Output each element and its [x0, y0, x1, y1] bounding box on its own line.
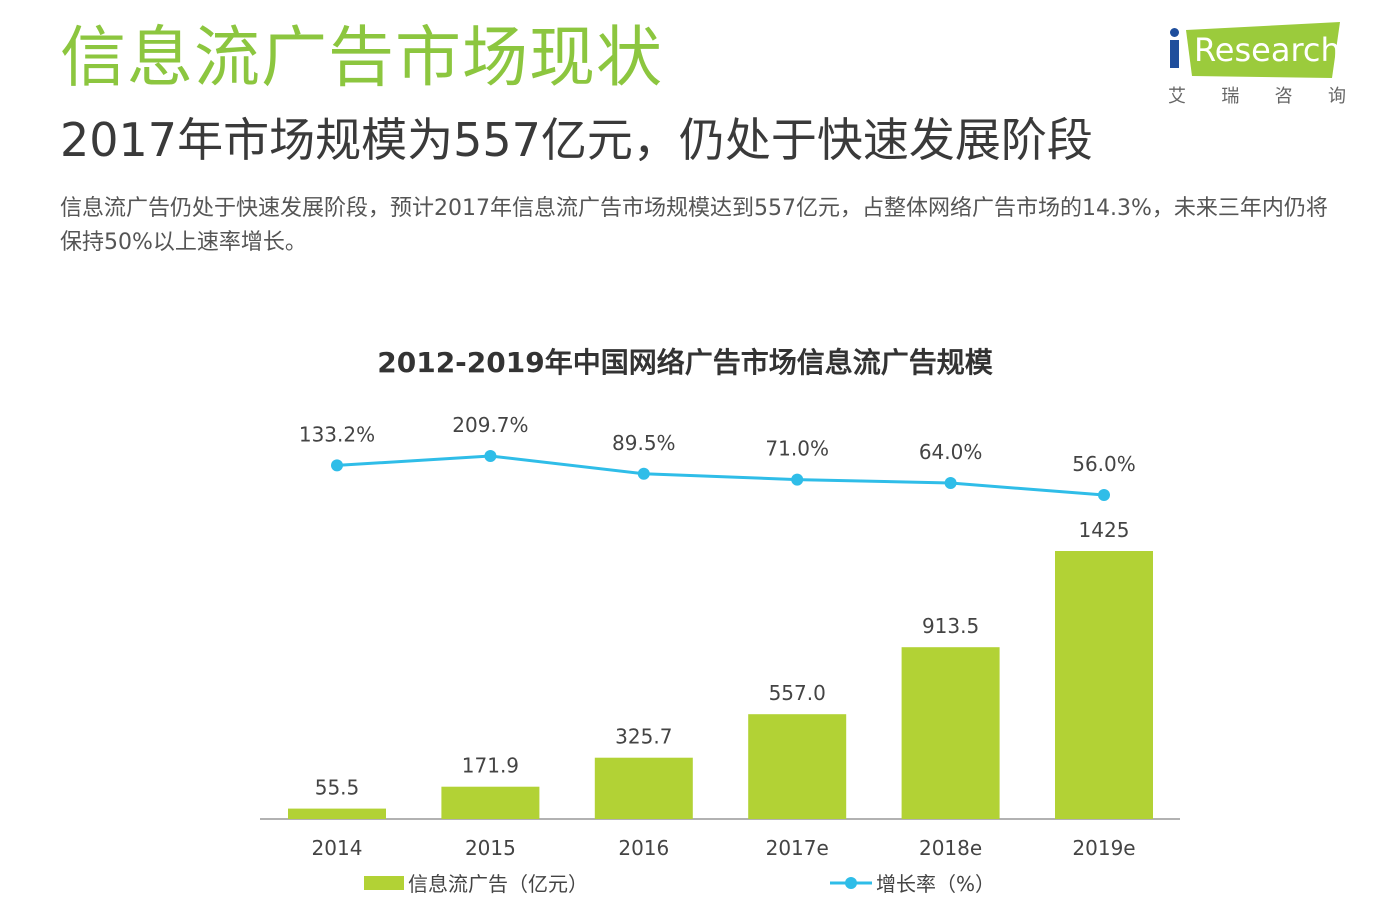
- growth-rate-point: [944, 477, 957, 489]
- logo-wordmark: Research: [1194, 31, 1341, 69]
- growth-rate-label: 56.0%: [1072, 452, 1136, 476]
- growth-rate-label: 133.2%: [299, 422, 375, 446]
- x-tick-label: 2016: [618, 836, 669, 860]
- bar-value-label: 325.7: [615, 725, 672, 749]
- logo-chinese-name: 艾 瑞 咨 询: [1168, 82, 1346, 108]
- chart-legend: 信息流广告（亿元） 增长率（%）: [364, 872, 995, 896]
- growth-rate-point: [1098, 489, 1110, 501]
- x-tick-label: 2017e: [766, 836, 829, 860]
- page-description: 信息流广告仍处于快速发展阶段，预计2017年信息流广告市场规模达到557亿元，占…: [60, 196, 1328, 255]
- growth-rate-label: 71.0%: [765, 437, 829, 461]
- page-title: 信息流广告市场现状: [60, 19, 663, 96]
- x-tick-label: 2019e: [1072, 836, 1135, 860]
- bar-2016: [594, 757, 693, 819]
- page-subtitle: 2017年市场规模为557亿元，仍处于快速发展阶段: [60, 113, 1093, 167]
- growth-rate-point: [637, 467, 650, 480]
- logo-cn-char: 艾: [1168, 86, 1186, 107]
- bar-2015: [441, 786, 540, 819]
- chart-title: 2012-2019年中国网络广告市场信息流广告规模: [377, 346, 993, 379]
- logo-banner-icon: [1186, 22, 1340, 78]
- bar-2017e: [748, 714, 847, 819]
- growth-rate-line: [336, 454, 1105, 497]
- legend-bar-label: 信息流广告（亿元）: [408, 872, 588, 896]
- logo-i-mark-icon: [1166, 28, 1184, 68]
- bar-value-label: 557.0: [769, 681, 826, 705]
- logo-cn-char: 瑞: [1221, 86, 1240, 107]
- legend-line-label: 增长率（%）: [876, 872, 995, 896]
- growth-rate-label: 64.0%: [919, 440, 983, 464]
- bar-value-label: 171.9: [462, 754, 519, 778]
- bar-2014: [288, 808, 386, 819]
- legend-bar-swatch: [364, 876, 404, 890]
- logo-cn-char: 询: [1327, 86, 1346, 107]
- growth-rate-point: [331, 459, 343, 472]
- growth-rate-point: [484, 450, 497, 462]
- bar-value-label: 55.5: [315, 776, 360, 800]
- x-tick-label: 2014: [312, 836, 363, 860]
- growth-rate-label: 209.7%: [452, 413, 528, 437]
- legend-line-marker-icon: [845, 877, 857, 889]
- bar-value-label: 1425: [1079, 518, 1130, 542]
- growth-rate-point: [791, 473, 804, 486]
- iresearch-logo: Research 艾 瑞 咨 询: [1164, 16, 1350, 112]
- bar-2019e: [1055, 551, 1153, 819]
- bar-value-label: 913.5: [922, 614, 979, 638]
- bar-2018e: [901, 647, 1000, 819]
- logo-cn-char: 咨: [1274, 86, 1293, 107]
- x-tick-label: 2015: [465, 836, 516, 860]
- growth-rate-label: 89.5%: [612, 431, 676, 455]
- x-tick-label: 2018e: [919, 836, 982, 860]
